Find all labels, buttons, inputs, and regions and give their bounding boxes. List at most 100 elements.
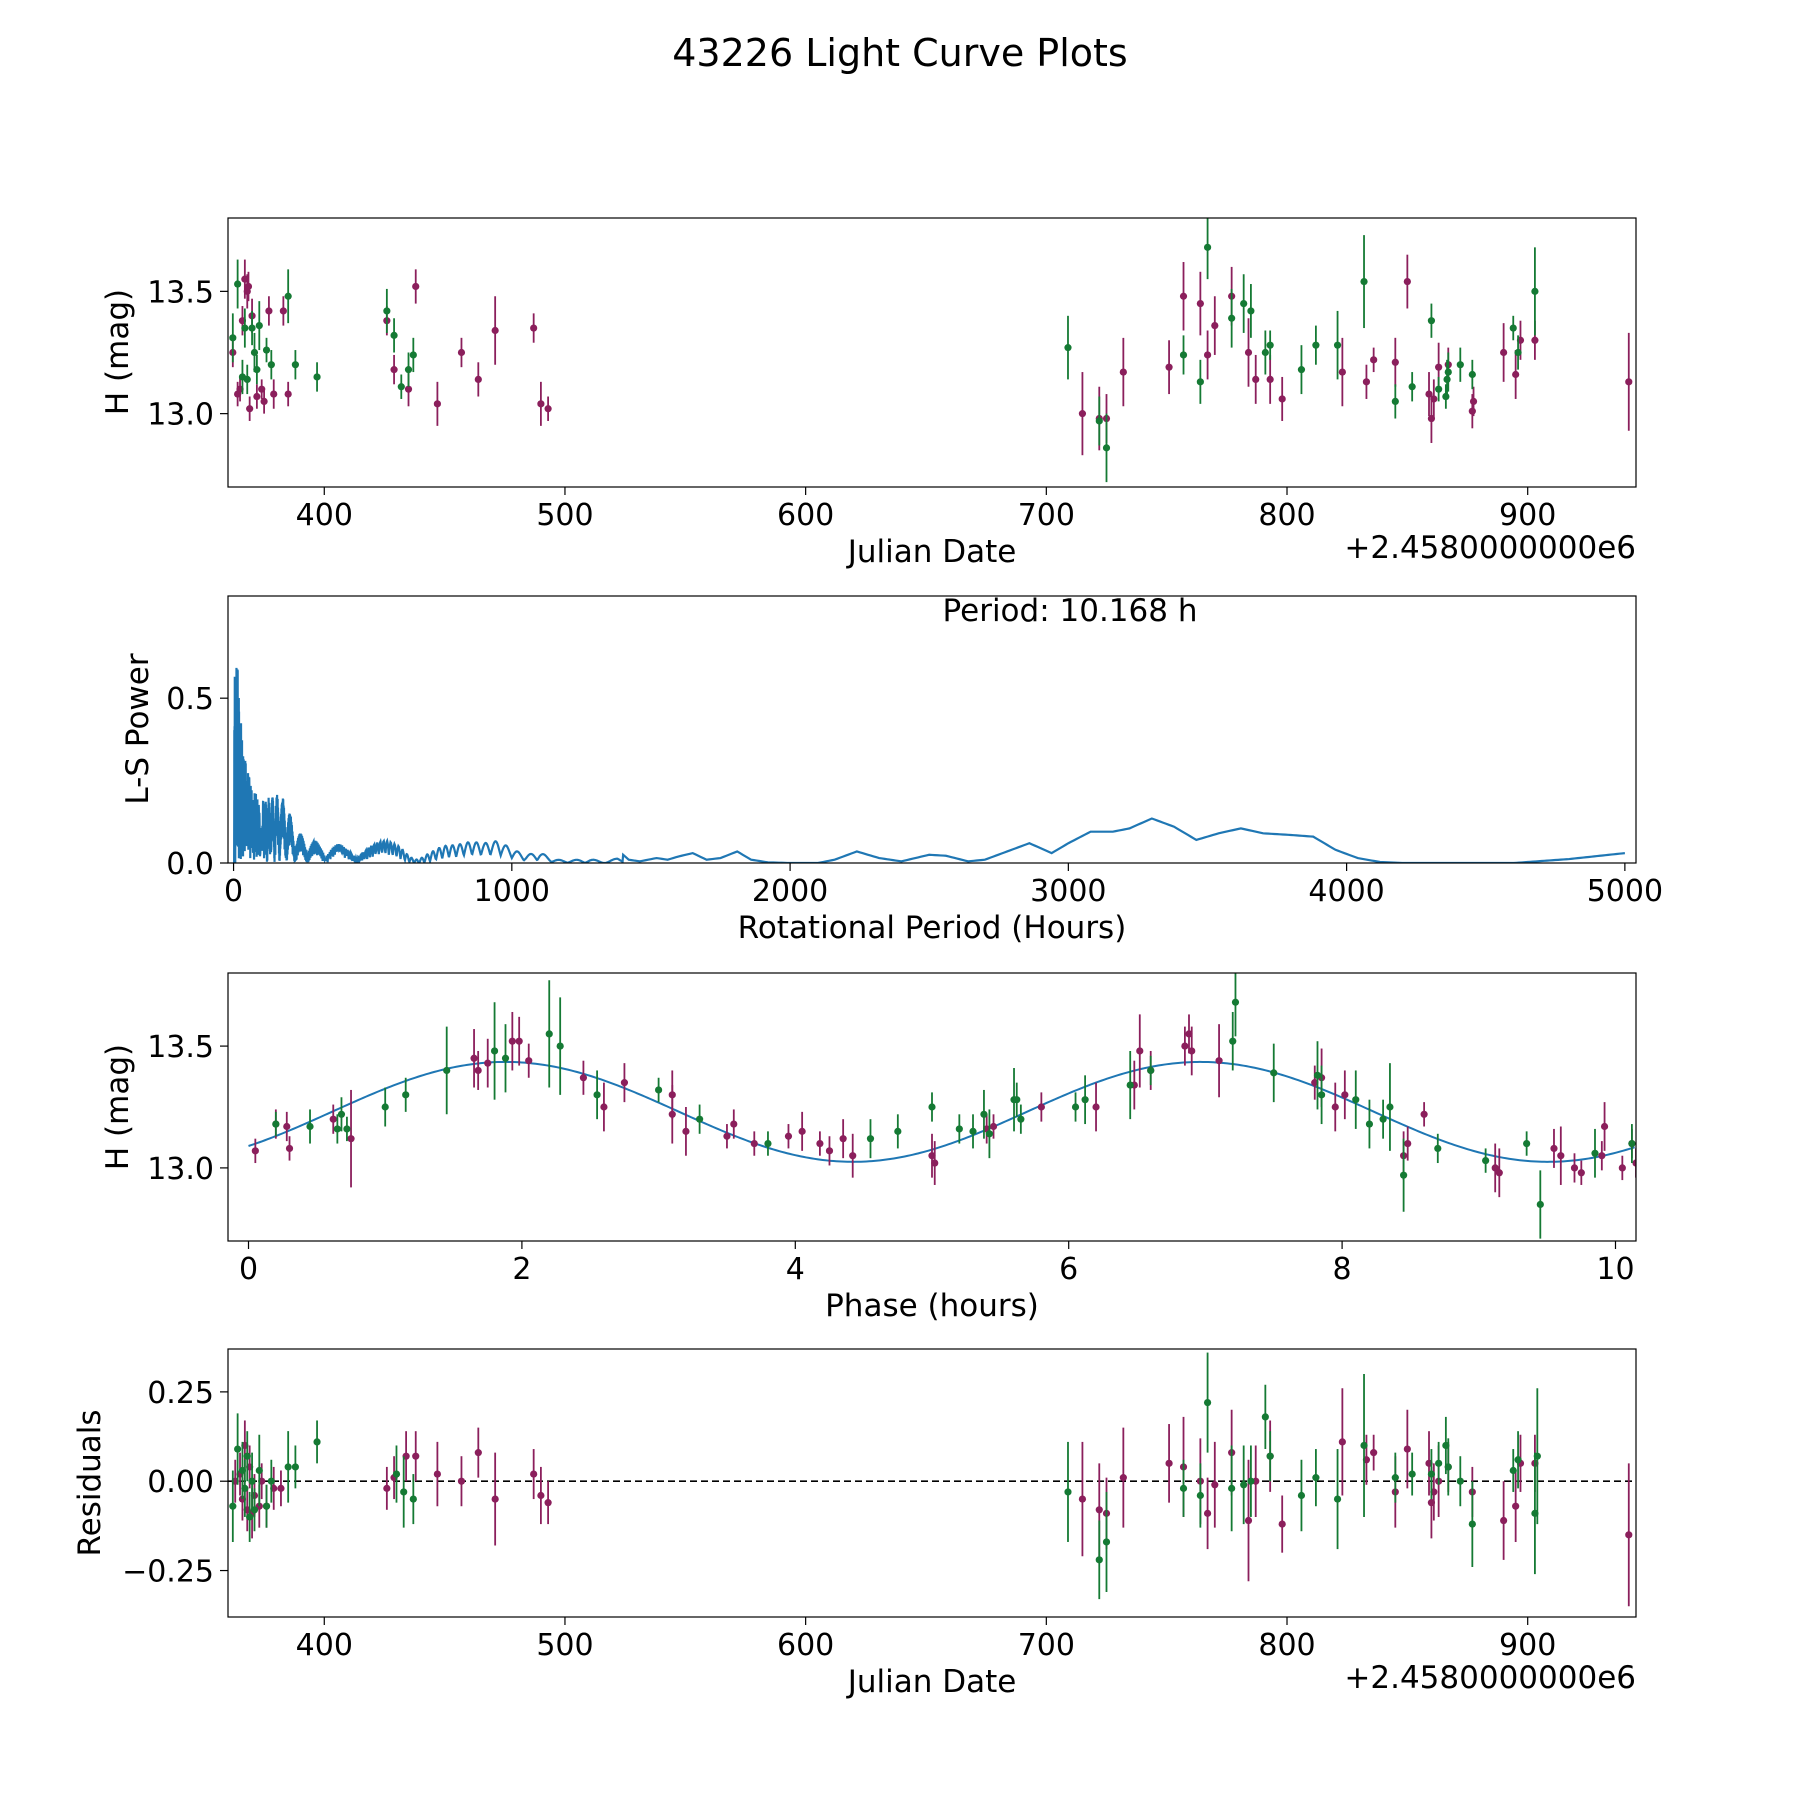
data-point bbox=[1370, 356, 1378, 364]
data-point bbox=[537, 400, 545, 408]
data-point bbox=[283, 1122, 291, 1131]
data-point bbox=[928, 1152, 936, 1160]
data-point bbox=[1618, 1164, 1626, 1172]
data-point bbox=[1119, 1474, 1127, 1482]
data-point bbox=[306, 1122, 314, 1131]
data-point bbox=[491, 326, 499, 335]
data-point bbox=[1468, 370, 1476, 379]
data-point bbox=[243, 375, 251, 383]
data-point bbox=[1386, 1103, 1394, 1111]
data-point bbox=[545, 1030, 553, 1038]
data-point bbox=[1229, 1037, 1237, 1045]
data-point bbox=[229, 1502, 237, 1510]
period-annotation: Period: 10.168 h bbox=[943, 593, 1198, 629]
data-point bbox=[1312, 1474, 1320, 1482]
data-point bbox=[1352, 1096, 1360, 1104]
data-point bbox=[1165, 1459, 1173, 1467]
lightcurve-offset-text: +2.4580000000e6 bbox=[1344, 530, 1636, 566]
data-point bbox=[253, 366, 261, 374]
data-point bbox=[1509, 324, 1517, 332]
x-tick-label: 800 bbox=[1258, 1628, 1315, 1663]
data-point bbox=[1625, 378, 1633, 386]
lightcurve-frame bbox=[227, 217, 1637, 488]
phased-frame bbox=[227, 972, 1637, 1242]
data-point bbox=[333, 1125, 341, 1133]
data-point bbox=[313, 1438, 321, 1446]
data-point bbox=[381, 1103, 389, 1111]
data-point bbox=[234, 280, 242, 288]
data-point bbox=[1244, 1516, 1253, 1525]
data-point bbox=[1179, 351, 1188, 359]
x-tick-label: 400 bbox=[296, 498, 353, 533]
data-point bbox=[1231, 998, 1240, 1006]
data-point bbox=[412, 282, 420, 291]
data-point bbox=[1379, 1115, 1387, 1123]
data-point bbox=[1211, 322, 1219, 330]
data-point bbox=[501, 1054, 510, 1062]
data-point bbox=[260, 397, 268, 406]
data-point bbox=[244, 282, 253, 291]
data-point bbox=[1333, 1495, 1342, 1503]
data-point bbox=[1095, 417, 1103, 425]
data-point bbox=[1468, 1520, 1476, 1528]
data-point bbox=[1531, 336, 1539, 344]
data-point bbox=[1625, 1531, 1633, 1539]
data-point bbox=[400, 1488, 408, 1496]
data-point bbox=[1278, 395, 1286, 403]
data-point bbox=[1523, 1139, 1531, 1148]
x-tick-label: 0 bbox=[224, 874, 243, 909]
data-point bbox=[1179, 1484, 1188, 1492]
data-point bbox=[474, 1066, 482, 1075]
y-tick-label: 0.25 bbox=[147, 1376, 214, 1411]
fit-curve bbox=[248, 1060, 1635, 1163]
y-tick-label: 0.00 bbox=[147, 1465, 214, 1500]
data-point bbox=[1391, 397, 1399, 406]
data-point bbox=[1500, 348, 1508, 357]
data-point bbox=[928, 1103, 936, 1111]
data-point bbox=[251, 1147, 259, 1155]
data-point bbox=[255, 322, 263, 330]
x-tick-label: 1000 bbox=[474, 874, 550, 909]
data-point bbox=[508, 1037, 516, 1045]
data-point bbox=[229, 334, 237, 342]
data-point bbox=[470, 1054, 478, 1062]
data-point bbox=[1591, 1149, 1599, 1157]
data-point bbox=[474, 375, 482, 383]
x-tick-label: 2 bbox=[512, 1252, 531, 1287]
lightcurve-ticks: 400 500 600 700 800 900 13.0 13.5 bbox=[147, 275, 1556, 533]
data-point bbox=[313, 373, 321, 381]
data-point bbox=[655, 1086, 663, 1094]
figure-title: 43226 Light Curve Plots bbox=[672, 31, 1127, 75]
data-point bbox=[1404, 1139, 1412, 1148]
data-point bbox=[839, 1135, 847, 1143]
periodogram-line bbox=[233, 667, 1625, 863]
residuals-y-label: Residuals bbox=[72, 1409, 108, 1556]
data-point bbox=[1013, 1096, 1021, 1104]
data-point bbox=[1408, 383, 1416, 391]
data-point bbox=[1628, 1139, 1636, 1148]
data-point bbox=[404, 385, 413, 393]
data-point bbox=[1482, 1157, 1490, 1165]
data-point bbox=[1266, 341, 1274, 349]
data-point bbox=[1203, 1509, 1212, 1517]
data-point bbox=[1338, 1438, 1346, 1446]
data-point bbox=[668, 1110, 676, 1118]
data-point bbox=[1092, 1103, 1100, 1111]
data-point bbox=[1435, 385, 1443, 393]
data-point bbox=[544, 405, 552, 413]
y-tick-label: 13.5 bbox=[147, 275, 214, 310]
data-point bbox=[696, 1115, 704, 1123]
data-point bbox=[243, 1452, 251, 1460]
data-point bbox=[284, 292, 292, 300]
data-point bbox=[329, 1115, 337, 1123]
data-point bbox=[1600, 1122, 1609, 1131]
data-point bbox=[1252, 375, 1260, 383]
lightcurve-plot-area bbox=[229, 218, 1633, 483]
data-point bbox=[1491, 1164, 1499, 1172]
data-point bbox=[723, 1132, 731, 1140]
data-point bbox=[1400, 1171, 1408, 1179]
data-point bbox=[1408, 1470, 1416, 1478]
data-point bbox=[1095, 1506, 1103, 1514]
data-point bbox=[1512, 1502, 1520, 1510]
data-point bbox=[262, 1502, 271, 1510]
